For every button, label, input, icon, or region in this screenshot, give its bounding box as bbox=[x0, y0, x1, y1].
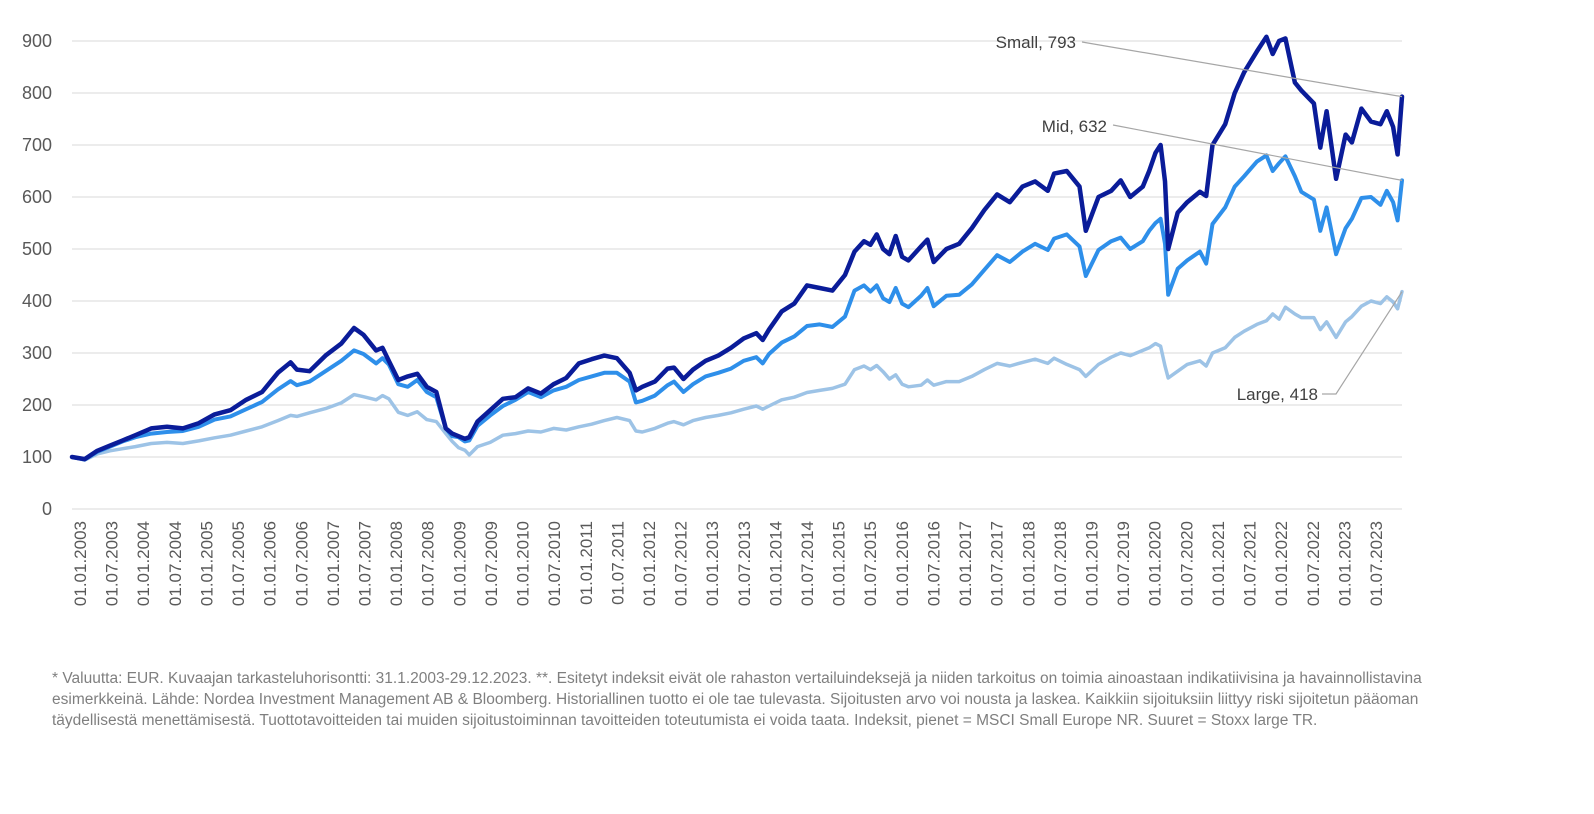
x-tick-label: 01.01.2010 bbox=[514, 521, 533, 606]
x-tick-label: 01.01.2005 bbox=[197, 521, 216, 606]
x-tick-label: 01.01.2018 bbox=[1019, 521, 1038, 606]
leader-line-large bbox=[1322, 291, 1403, 395]
x-tick-label: 01.07.2019 bbox=[1114, 521, 1133, 606]
x-tick-label: 01.01.2003 bbox=[71, 521, 90, 606]
x-tick-label: 01.07.2015 bbox=[861, 521, 880, 606]
x-tick-label: 01.01.2007 bbox=[324, 521, 343, 606]
x-tick-label: 01.07.2016 bbox=[924, 521, 943, 606]
x-tick-label: 01.01.2013 bbox=[703, 521, 722, 606]
y-tick-label: 300 bbox=[22, 343, 52, 363]
x-tick-label: 01.01.2014 bbox=[766, 521, 785, 606]
footnote: * Valuutta: EUR. Kuvaajan tarkasteluhori… bbox=[52, 670, 1422, 729]
x-tick-label: 01.07.2017 bbox=[988, 521, 1007, 606]
x-tick-label: 01.01.2023 bbox=[1335, 521, 1354, 606]
series-line-mid bbox=[70, 153, 1404, 462]
x-tick-label: 01.07.2010 bbox=[545, 521, 564, 606]
x-tick-label: 01.01.2019 bbox=[1083, 521, 1102, 606]
x-tick-label: 01.01.2020 bbox=[1146, 521, 1165, 606]
x-tick-label: 01.07.2022 bbox=[1304, 521, 1323, 606]
y-tick-label: 100 bbox=[22, 447, 52, 467]
x-tick-label: 01.07.2006 bbox=[292, 521, 311, 606]
leader-line-small bbox=[1081, 41, 1403, 98]
x-tick-label: 01.07.2021 bbox=[1241, 521, 1260, 606]
series-line-small bbox=[69, 34, 1405, 462]
data-label-small: Small, 793 bbox=[996, 33, 1076, 52]
series-line-large bbox=[70, 289, 1404, 462]
x-tick-label: 01.01.2009 bbox=[450, 521, 469, 606]
x-tick-label: 01.07.2003 bbox=[103, 521, 122, 606]
x-tick-label: 01.01.2021 bbox=[1209, 521, 1228, 606]
x-tick-label: 01.01.2016 bbox=[893, 521, 912, 606]
leader-line-mid bbox=[1112, 124, 1403, 181]
y-tick-label: 500 bbox=[22, 239, 52, 259]
data-label-mid: Mid, 632 bbox=[1042, 117, 1107, 136]
x-tick-label: 01.07.2018 bbox=[1051, 521, 1070, 606]
x-tick-label: 01.01.2008 bbox=[387, 521, 406, 606]
y-tick-label: 0 bbox=[42, 499, 52, 519]
x-tick-label: 01.07.2005 bbox=[229, 521, 248, 606]
x-tick-label: 01.07.2007 bbox=[355, 521, 374, 606]
x-tick-label: 01.07.2011 bbox=[608, 521, 627, 605]
x-tick-label: 01.07.2020 bbox=[1177, 521, 1196, 606]
y-tick-label: 900 bbox=[22, 31, 52, 51]
y-tick-label: 700 bbox=[22, 135, 52, 155]
x-tick-label: 01.07.2013 bbox=[735, 521, 754, 606]
x-tick-label: 01.01.2015 bbox=[830, 521, 849, 606]
x-tick-label: 01.01.2011 bbox=[577, 521, 596, 605]
x-tick-label: 01.01.2017 bbox=[956, 521, 975, 606]
x-tick-label: 01.01.2022 bbox=[1272, 521, 1291, 606]
x-tick-label: 01.01.2012 bbox=[640, 521, 659, 606]
series-lines bbox=[69, 34, 1405, 462]
x-tick-label: 01.07.2008 bbox=[419, 521, 438, 606]
x-tick-label: 01.07.2004 bbox=[166, 521, 185, 606]
x-tick-label: 01.01.2004 bbox=[134, 521, 153, 606]
x-tick-label: 01.07.2009 bbox=[482, 521, 501, 606]
x-axis: 01.01.2003 01.07.2003 01.01.2004 01.07.2004… bbox=[71, 508, 1402, 606]
x-tick-label: 01.07.2023 bbox=[1367, 521, 1386, 606]
y-tick-label: 400 bbox=[22, 291, 52, 311]
y-tick-label: 600 bbox=[22, 187, 52, 207]
y-tick-label: 200 bbox=[22, 395, 52, 415]
data-label-large: Large, 418 bbox=[1237, 385, 1318, 404]
x-tick-label: 01.07.2014 bbox=[798, 521, 817, 606]
gridlines bbox=[72, 40, 1402, 458]
x-tick-label: 01.07.2012 bbox=[672, 521, 691, 606]
y-axis: 0 100 200 300 400 500 600 700 800 900 bbox=[22, 31, 52, 519]
series-annotations: Large, 418 Mid, 632 Small, 793 bbox=[996, 33, 1403, 404]
y-tick-label: 800 bbox=[22, 83, 52, 103]
x-tick-label: 01.01.2006 bbox=[261, 521, 280, 606]
